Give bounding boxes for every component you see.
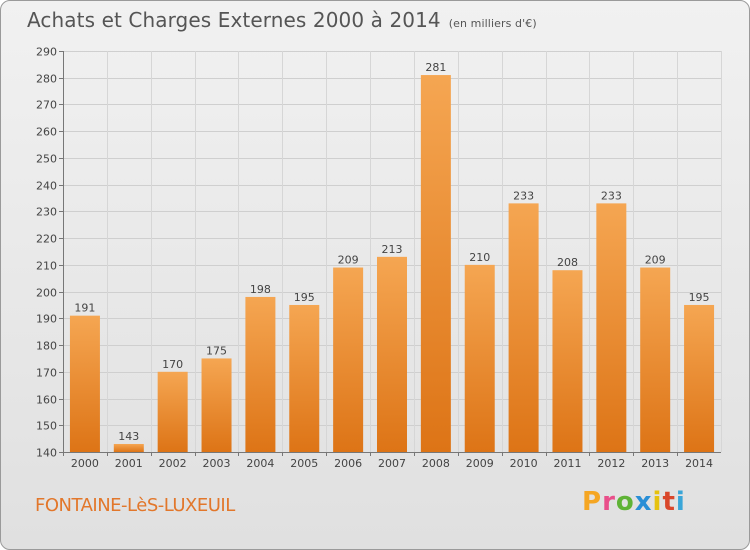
x-tick-label-2012: 2012 xyxy=(597,457,625,470)
bar-2013 xyxy=(640,267,671,452)
x-tick-label-2001: 2001 xyxy=(115,457,143,470)
bar-2011 xyxy=(552,270,583,452)
bar-2004 xyxy=(245,296,276,452)
data-label-2011: 208 xyxy=(557,256,578,269)
bar-2009 xyxy=(464,264,495,452)
y-tick-label-230: 230 xyxy=(36,206,57,219)
bar-2005 xyxy=(289,304,320,452)
y-tick-label-280: 280 xyxy=(36,73,57,86)
bar-2014 xyxy=(684,304,715,452)
x-tick-label-2008: 2008 xyxy=(422,457,450,470)
logo-letter: o xyxy=(615,487,635,517)
y-tick-label-260: 260 xyxy=(36,126,57,139)
bar-2001 xyxy=(113,443,144,452)
x-tick-label-2014: 2014 xyxy=(685,457,713,470)
axes: 140 150 160 170 180 190 200 210 220 230 240 250 260 2… xyxy=(36,46,721,470)
data-label-2007: 213 xyxy=(382,243,403,256)
bar-2012 xyxy=(596,203,627,452)
data-label-2012: 233 xyxy=(601,189,622,202)
y-tick-label-200: 200 xyxy=(36,287,57,300)
y-tick-label-180: 180 xyxy=(36,340,57,353)
logo-letter: t xyxy=(662,487,676,517)
logo-letter: P xyxy=(582,487,603,517)
bar-2010 xyxy=(508,203,539,452)
bar-2006 xyxy=(333,267,364,452)
bar-2002 xyxy=(157,371,188,452)
x-tick-label-2002: 2002 xyxy=(159,457,187,470)
data-label-2010: 233 xyxy=(513,189,534,202)
x-tick-label-2004: 2004 xyxy=(246,457,274,470)
data-label-2002: 170 xyxy=(162,358,183,371)
bars: 191 143 170 175 198 195 209 213 281 210 233 208 233 2… xyxy=(69,61,715,452)
chart-subtitle: (en milliers d'€) xyxy=(448,17,537,30)
data-label-2003: 175 xyxy=(206,344,227,357)
bar-2003 xyxy=(201,358,232,452)
y-tick-label-150: 150 xyxy=(36,420,57,433)
y-tick-label-220: 220 xyxy=(36,233,57,246)
data-label-2006: 209 xyxy=(338,254,359,267)
x-tick-label-2011: 2011 xyxy=(553,457,581,470)
x-tick-label-2007: 2007 xyxy=(378,457,406,470)
bar-2008 xyxy=(420,75,451,452)
data-label-2000: 191 xyxy=(74,302,95,315)
y-tick-label-160: 160 xyxy=(36,394,57,407)
x-tick-label-2003: 2003 xyxy=(203,457,231,470)
bar-2000 xyxy=(69,315,100,452)
y-tick-label-250: 250 xyxy=(36,153,57,166)
x-tick-label-2000: 2000 xyxy=(71,457,99,470)
logo-letter: x xyxy=(634,487,653,517)
data-label-2004: 198 xyxy=(250,283,271,296)
data-label-2005: 195 xyxy=(294,291,315,304)
y-tick-label-140: 140 xyxy=(36,447,57,460)
y-tick-label-240: 240 xyxy=(36,180,57,193)
y-tick-label-210: 210 xyxy=(36,260,57,273)
town-name: FONTAINE-LèS-LUXEUIL xyxy=(35,495,235,516)
y-tick-label-170: 170 xyxy=(36,367,57,380)
y-tick-label-270: 270 xyxy=(36,99,57,112)
logo-letter: i xyxy=(675,487,686,517)
x-tick-label-2009: 2009 xyxy=(466,457,494,470)
x-tick-label-2013: 2013 xyxy=(641,457,669,470)
data-label-2001: 143 xyxy=(118,430,139,443)
y-tick-label-190: 190 xyxy=(36,313,57,326)
logo-letter: i xyxy=(652,487,663,517)
data-label-2014: 195 xyxy=(689,291,710,304)
y-tick-label-290: 290 xyxy=(36,46,57,59)
proxiti-logo[interactable]: Proxiti xyxy=(582,487,686,517)
data-label-2008: 281 xyxy=(425,61,446,74)
bar-2007 xyxy=(377,256,407,452)
x-tick-label-2005: 2005 xyxy=(290,457,318,470)
x-tick-label-2010: 2010 xyxy=(510,457,538,470)
chart-title: Achats et Charges Externes 2000 à 2014 (e… xyxy=(27,8,537,32)
data-label-2009: 210 xyxy=(469,251,490,264)
logo-letter: r xyxy=(602,487,616,517)
chart-title-text: Achats et Charges Externes 2000 à 2014 xyxy=(27,8,441,32)
data-label-2013: 209 xyxy=(645,254,666,267)
x-tick-label-2006: 2006 xyxy=(334,457,362,470)
